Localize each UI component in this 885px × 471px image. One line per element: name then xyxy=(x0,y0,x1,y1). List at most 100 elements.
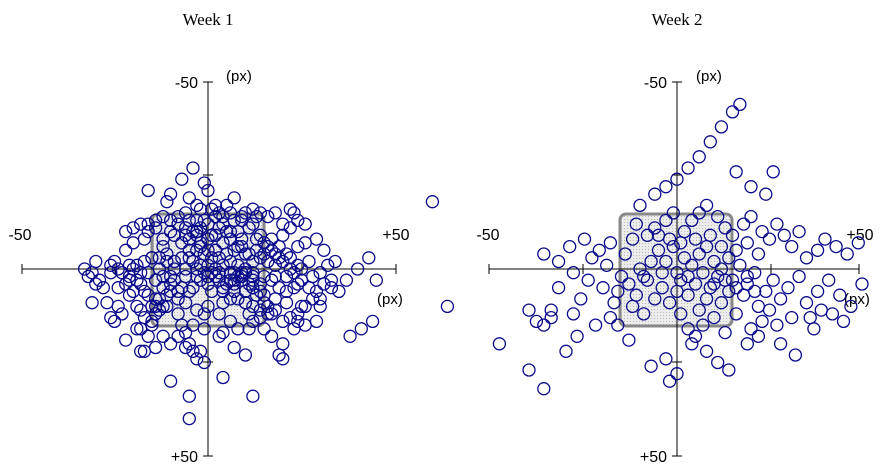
week-2-point-66 xyxy=(744,322,758,336)
week-2-point-52 xyxy=(522,363,536,377)
week-1-point-325 xyxy=(197,355,211,370)
week-2-point-120 xyxy=(714,120,729,134)
week-2-point-17 xyxy=(618,247,632,261)
week-1-point-216 xyxy=(81,269,95,284)
week-2-point-164 xyxy=(611,284,625,299)
week-2-point-59 xyxy=(644,359,658,373)
week-2-point-36 xyxy=(729,307,743,321)
week-1-point-209 xyxy=(298,318,312,332)
week-1-point-159 xyxy=(276,314,290,329)
week-1-point-181 xyxy=(201,232,215,246)
week-1-point-226 xyxy=(182,337,196,351)
week-2-point-161 xyxy=(751,247,766,261)
week-1-point-97 xyxy=(137,284,152,299)
week-2-point-79 xyxy=(666,239,680,254)
week-1-point-131 xyxy=(167,254,181,269)
week-1-point-33 xyxy=(205,228,219,242)
week-1-point-224 xyxy=(197,322,211,336)
week-1-point-140 xyxy=(201,277,215,291)
week-2-x-tick-label-max: +50 xyxy=(846,227,873,244)
week-1-point-148 xyxy=(291,277,305,291)
week-1-point-199 xyxy=(107,314,122,329)
week-1-point-54 xyxy=(324,273,339,287)
week-1-point-236 xyxy=(130,322,144,336)
week-2-point-139 xyxy=(729,165,743,179)
week-1-point-278 xyxy=(264,273,279,287)
week-1-point-285 xyxy=(249,232,264,246)
week-1-point-168 xyxy=(298,217,312,231)
week-1-point-227 xyxy=(193,344,208,358)
week-1-point-288 xyxy=(175,172,189,186)
week-2-point-58 xyxy=(622,333,636,347)
week-2-point-76 xyxy=(644,254,658,269)
week-2-point-42 xyxy=(766,273,780,287)
week-2-point-0 xyxy=(492,337,507,351)
week-1-point-249 xyxy=(178,325,193,340)
week-2-point-54 xyxy=(544,303,558,317)
week-1-point-287 xyxy=(190,198,204,213)
week-1-x-tick-label-max: +50 xyxy=(382,227,409,244)
week-1-point-19 xyxy=(141,224,155,239)
week-2-point-115 xyxy=(659,180,673,194)
week-1-point-314 xyxy=(220,198,234,213)
week-1-point-0 xyxy=(111,299,125,314)
week-2-point-16 xyxy=(603,236,618,250)
week-2-point-39 xyxy=(748,266,762,280)
week-1-point-271 xyxy=(197,176,211,190)
week-2-point-70 xyxy=(785,310,799,325)
week-1-point-301 xyxy=(291,239,305,254)
week-2-point-4 xyxy=(544,310,558,325)
week-1-point-113 xyxy=(268,258,282,272)
week-1-point-68 xyxy=(253,284,268,299)
week-1-point-319 xyxy=(257,322,271,336)
week-2-point-38 xyxy=(740,277,754,291)
week-1-point-304 xyxy=(148,307,163,321)
week-1-point-201 xyxy=(134,344,148,358)
week-1-point-326 xyxy=(343,329,357,343)
week-1-point-132 xyxy=(160,254,174,269)
week-1-point-65 xyxy=(268,292,282,306)
week-2-point-126 xyxy=(674,307,688,321)
week-1-point-322 xyxy=(365,314,380,329)
week-2-point-50 xyxy=(844,299,858,314)
week-1-point-284 xyxy=(235,232,249,246)
week-1-point-178 xyxy=(223,232,238,246)
week-2-point-68 xyxy=(762,303,777,317)
week-1-point-62 xyxy=(291,307,305,321)
week-2-point-108 xyxy=(810,243,825,257)
week-2-point-64 xyxy=(707,310,721,325)
week-1-point-254 xyxy=(160,195,174,209)
week-1-point-44 xyxy=(268,247,282,261)
week-2-point-155 xyxy=(674,236,688,250)
week-2-point-43 xyxy=(773,292,788,306)
week-1-point-272 xyxy=(216,217,230,231)
week-2-point-28 xyxy=(688,277,703,291)
week-2-point-40 xyxy=(751,299,766,314)
week-1-point-191 xyxy=(126,221,140,235)
week-2-point-61 xyxy=(670,367,684,381)
week-2-point-86 xyxy=(722,251,736,265)
week-2-point-47 xyxy=(810,284,825,299)
week-1-point-317 xyxy=(264,232,279,246)
week-1-point-297 xyxy=(223,314,238,329)
week-1-point-5 xyxy=(167,262,181,276)
week-2-y-tick-label-max: +50 xyxy=(640,449,667,466)
week-1-point-61 xyxy=(298,299,312,314)
week-1-point-101 xyxy=(126,262,140,276)
week-1-point-52 xyxy=(309,284,324,299)
week-1-point-308 xyxy=(178,340,193,355)
week-2-point-65 xyxy=(718,325,732,340)
week-1-y-tick-label-max: +50 xyxy=(171,449,198,466)
week-2-point-12 xyxy=(537,247,551,261)
week-2-point-56 xyxy=(570,329,584,343)
week-2-point-118 xyxy=(692,150,706,164)
week-1-point-119 xyxy=(235,239,249,254)
week-1-point-331 xyxy=(156,269,170,284)
week-1-point-281 xyxy=(238,266,253,280)
week-1-point-187 xyxy=(156,209,170,224)
week-2-x-unit: (px) xyxy=(844,291,870,308)
week-2-point-5 xyxy=(588,318,603,332)
week-2-point-158 xyxy=(714,239,729,254)
week-2-point-107 xyxy=(799,251,814,265)
week-1-point-262 xyxy=(111,281,125,295)
